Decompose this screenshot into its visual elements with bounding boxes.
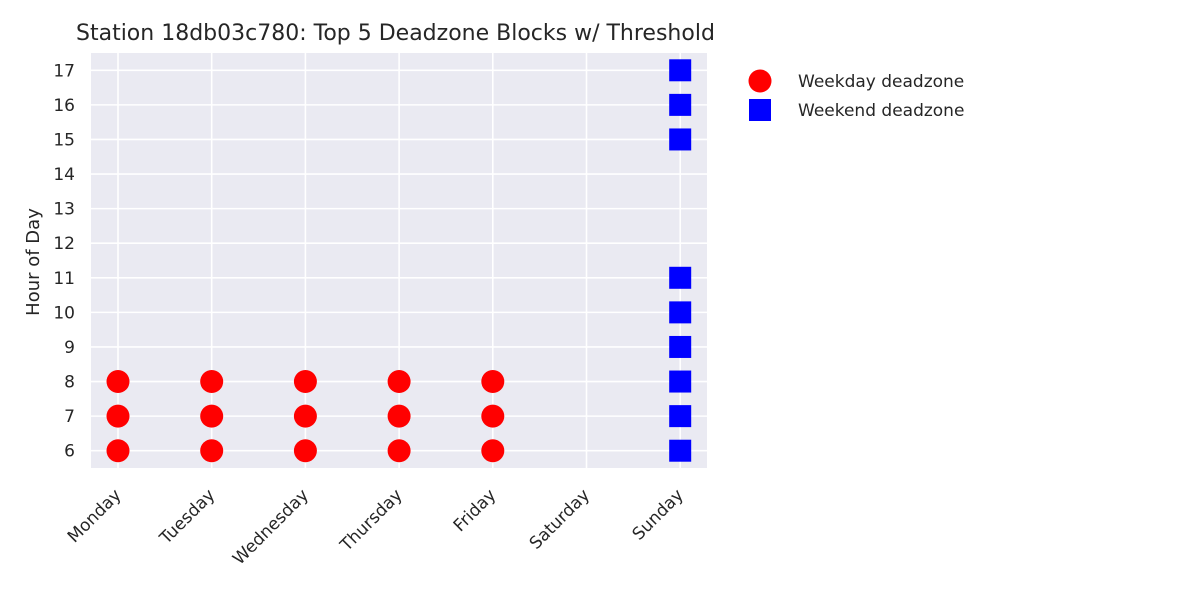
x-tick-label: Saturday	[526, 485, 594, 553]
weekday-deadzone-point	[481, 439, 505, 463]
x-tick-label: Friday	[450, 485, 501, 536]
y-tick-label: 9	[64, 338, 75, 358]
weekday-deadzone-point	[481, 370, 505, 394]
weekday-deadzone-point	[293, 370, 317, 394]
y-tick-label: 10	[53, 303, 75, 323]
chart-title: Station 18db03c780: Top 5 Deadzone Block…	[76, 21, 715, 46]
x-axis-ticks: Monday Tuesday Wednesday Thursday Friday Satu…	[64, 485, 688, 569]
weekend-deadzone-point	[669, 59, 692, 82]
data-points	[106, 59, 692, 463]
y-tick-label: 16	[53, 96, 75, 116]
weekday-deadzone-point	[200, 370, 224, 394]
weekday-deadzone-point	[200, 439, 224, 463]
y-tick-label: 11	[53, 269, 75, 289]
x-tick-label: Sunday	[629, 485, 688, 544]
weekend-deadzone-point	[669, 301, 692, 324]
weekend-deadzone-point	[669, 93, 692, 116]
y-tick-label: 7	[64, 407, 75, 427]
weekday-deadzone-point	[293, 404, 317, 428]
legend-weekend-marker	[749, 99, 771, 121]
weekday-deadzone-point	[293, 439, 317, 463]
weekday-deadzone-point	[387, 439, 411, 463]
weekend-deadzone-point	[669, 370, 692, 393]
x-tick-label: Wednesday	[229, 485, 313, 569]
weekend-deadzone-point	[669, 439, 692, 462]
x-tick-label: Monday	[64, 485, 126, 547]
legend: Weekday deadzone Weekend deadzone	[748, 69, 964, 121]
weekend-deadzone-point	[669, 405, 692, 428]
weekday-deadzone-point	[106, 439, 130, 463]
weekday-deadzone-point	[106, 404, 130, 428]
y-axis-ticks: 6 7 8 9 10 11 12 13 14 15 16 17	[53, 61, 75, 461]
x-tick-label: Thursday	[336, 485, 407, 556]
weekend-deadzone-point	[669, 335, 692, 358]
y-axis-label: Hour of Day	[23, 208, 44, 316]
legend-weekday-marker	[748, 69, 772, 93]
y-tick-label: 6	[64, 442, 75, 462]
legend-label: Weekend deadzone	[798, 101, 964, 121]
y-tick-label: 15	[53, 130, 75, 150]
x-tick-label: Tuesday	[155, 485, 219, 549]
y-tick-label: 8	[64, 373, 75, 393]
y-tick-label: 14	[53, 165, 75, 185]
y-tick-label: 13	[53, 200, 75, 220]
weekday-deadzone-point	[106, 370, 130, 394]
weekday-deadzone-point	[481, 404, 505, 428]
y-tick-label: 12	[53, 234, 75, 254]
weekday-deadzone-point	[387, 404, 411, 428]
legend-label: Weekday deadzone	[798, 72, 964, 92]
weekend-deadzone-point	[669, 266, 692, 289]
y-tick-label: 17	[53, 61, 75, 81]
weekend-deadzone-point	[669, 128, 692, 151]
weekday-deadzone-point	[200, 404, 224, 428]
weekday-deadzone-point	[387, 370, 411, 394]
